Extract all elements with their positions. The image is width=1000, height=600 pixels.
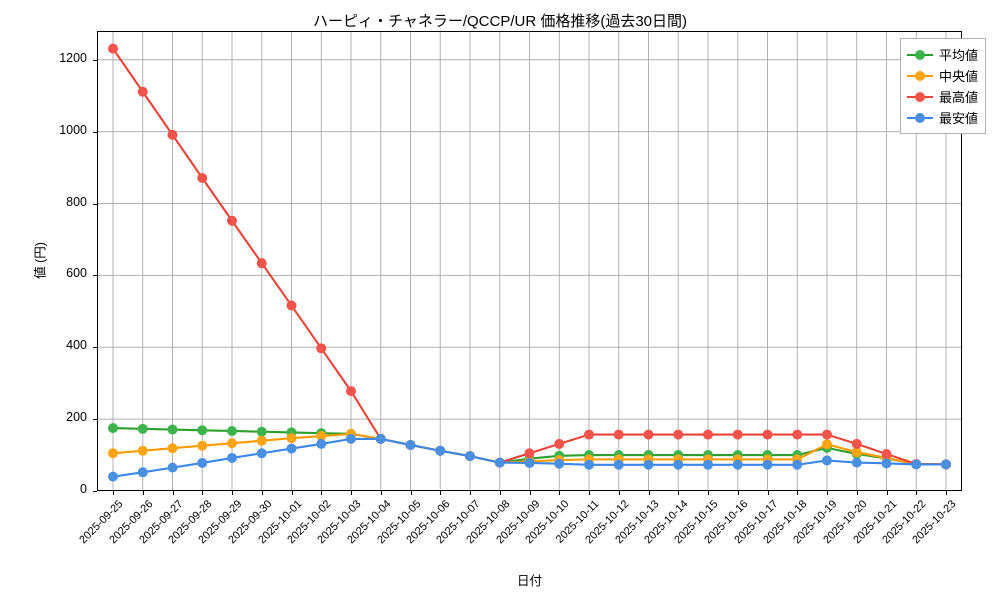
chart-legend: 平均値中央値最高値最安値 [899,38,986,134]
x-tick-mark [827,491,828,495]
x-tick-mark [678,491,679,495]
legend-label: 中央値 [938,69,978,84]
legend-marker-icon [906,70,933,82]
x-tick-mark [946,491,947,495]
x-tick-mark [113,491,114,495]
grid-lines [97,31,962,491]
x-tick-mark [292,491,293,495]
x-tick-mark [887,491,888,495]
legend-item[interactable]: 最高値 [906,86,978,107]
legend-marker-icon [906,112,933,124]
legend-item[interactable]: 中央値 [906,65,978,86]
x-tick-mark [797,491,798,495]
plot-area [97,31,962,491]
x-tick-mark [916,491,917,495]
legend-marker-icon [906,49,933,61]
x-tick-mark [649,491,650,495]
plot-frame [97,31,962,491]
legend-label: 最高値 [938,90,978,105]
x-tick-mark [470,491,471,495]
legend-item[interactable]: 最安値 [906,107,978,128]
y-tick-mark [93,491,97,492]
legend-item[interactable]: 平均値 [906,44,978,65]
x-tick-mark [411,491,412,495]
chart-title: ハーピィ・チャネラー/QCCP/UR 価格推移(過去30日間) [312,13,688,30]
y-tick-label: 1200 [59,50,87,65]
x-tick-mark [262,491,263,495]
y-tick-mark [93,419,97,420]
x-tick-mark [768,491,769,495]
y-tick-mark [93,204,97,205]
x-tick-mark [321,491,322,495]
x-tick-mark [530,491,531,495]
x-tick-mark [381,491,382,495]
y-tick-mark [93,60,97,61]
x-tick-mark [173,491,174,495]
y-tick-label: 400 [66,338,87,353]
x-tick-mark [559,491,560,495]
y-tick-mark [93,347,97,348]
x-tick-mark [589,491,590,495]
legend-label: 平均値 [938,48,978,63]
series-3 [108,433,951,482]
y-tick-mark [93,132,97,133]
legend-marker-icon [906,91,933,103]
x-tick-mark [738,491,739,495]
y-tick-label: 1000 [59,122,87,137]
y-tick-label: 800 [66,194,87,209]
x-tick-mark [500,491,501,495]
x-tick-mark [143,491,144,495]
legend-label: 最安値 [938,111,978,126]
y-tick-label: 600 [66,266,87,281]
y-tick-label: 200 [66,410,87,425]
x-tick-mark [351,491,352,495]
x-tick-mark [440,491,441,495]
x-tick-mark [619,491,620,495]
x-tick-mark [857,491,858,495]
y-tick-label: 0 [80,482,87,496]
x-tick-mark [232,491,233,495]
y-tick-mark [93,275,97,276]
x-tick-mark [202,491,203,495]
x-tick-mark [708,491,709,495]
x-axis-title: 日付 [516,574,542,588]
